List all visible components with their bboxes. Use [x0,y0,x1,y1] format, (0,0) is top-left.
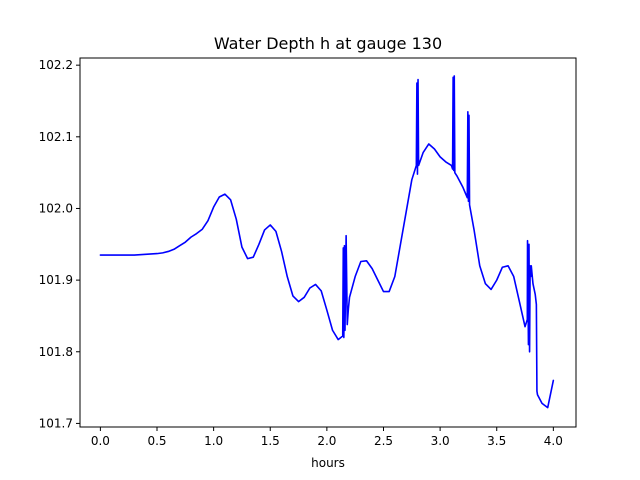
chart-title: Water Depth h at gauge 130 [214,34,442,53]
y-tick-label: 101.8 [39,345,73,359]
y-tick-label: 102.1 [39,130,73,144]
x-tick-label: 4.0 [544,434,563,448]
x-tick-label: 2.5 [374,434,393,448]
x-tick-label: 1.0 [204,434,223,448]
y-axis-ticks: 101.7 101.8 101.9 102.0 102.1 102.2 [39,58,80,430]
y-tick-label: 101.9 [39,273,73,287]
x-tick-label: 3.5 [487,434,506,448]
x-tick-label: 0.0 [91,434,110,448]
y-tick-label: 102.0 [39,201,73,215]
x-axis-label: hours [311,456,345,470]
x-tick-label: 3.0 [431,434,450,448]
x-tick-label: 0.5 [147,434,166,448]
series-layer [99,75,555,409]
x-tick-label: 2.0 [317,434,336,448]
y-tick-label: 101.7 [39,416,73,430]
x-tick-label: 1.5 [261,434,280,448]
plot-area [80,58,576,427]
plot-frame [79,57,577,428]
series-line [99,75,555,409]
x-axis-ticks: 0.0 0.5 1.0 1.5 2.0 2.5 3.0 3.5 4.0 [91,427,563,448]
y-tick-label: 102.2 [39,58,73,72]
